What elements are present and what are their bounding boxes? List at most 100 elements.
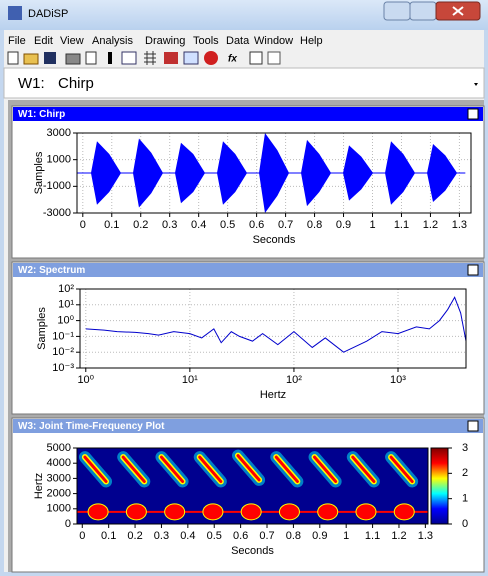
window-title: W3: Joint Time-Frequency Plot [18,421,165,432]
colorbar-tick-label: 0 [462,518,468,530]
y-axis-label: Samples [36,307,48,350]
menu-item[interactable]: View [60,35,84,47]
x-tick-label: 10⁰ [77,374,94,386]
open-icon[interactable] [24,54,38,64]
menu-item[interactable]: Window [254,35,293,47]
x-tick-label: 1.3 [418,530,433,542]
x-tick-label: 1.2 [423,219,438,231]
y-tick-label: 1000 [47,503,71,515]
app-title: DADiSP [28,8,68,20]
y-tick-label: 10² [58,283,74,295]
colorbar-tick-label: 3 [462,442,468,454]
y-tick-label: 10⁻² [52,346,74,358]
stop-icon[interactable] [204,51,218,65]
x-axis-label: Seconds [231,545,274,557]
menu-item[interactable]: Tools [193,35,219,47]
app-window: DADiSP File Edit View Analysis Drawing Tools D… [0,0,488,576]
burst [356,504,376,520]
x-tick-label: 0.3 [162,219,177,231]
window-maximize[interactable] [468,265,478,275]
selector-label: W1: [18,75,45,92]
y-tick-label: 10⁰ [57,315,74,327]
save-icon[interactable] [44,52,56,64]
colorbar [431,448,448,524]
preview-icon[interactable] [86,52,96,64]
app-icon [8,6,22,20]
y-tick-label: -1000 [43,180,71,192]
y-tick-label: 3000 [47,127,71,139]
window-title: W2: Spectrum [18,265,85,276]
burst [318,504,338,520]
window-maximize[interactable] [468,421,478,431]
edit-icon[interactable] [268,52,280,64]
new-icon[interactable] [8,52,18,64]
x-tick-label: 0.4 [191,219,206,231]
x-tick-label: 0.2 [127,530,142,542]
window-maximize[interactable] [468,109,478,119]
x-tick-label: 1 [369,219,375,231]
y-tick-label: 10⁻¹ [52,330,74,342]
burst [165,504,185,520]
x-tick-label: 1.2 [391,530,406,542]
menu-item[interactable]: Edit [34,35,53,47]
plot-window [12,262,484,414]
x-tick-label: 0.1 [104,219,119,231]
burst [88,504,108,520]
y-tick-label: 5000 [47,442,71,454]
x-tick-label: 0.9 [312,530,327,542]
x-tick-label: 0.1 [101,530,116,542]
x-tick-label: 0 [80,219,86,231]
x-tick-label: 0.9 [336,219,351,231]
colorbar-tick-label: 2 [462,467,468,479]
window-title: W1: Chirp [18,109,65,120]
menu-item[interactable]: Help [300,35,323,47]
x-tick-label: 0.3 [154,530,169,542]
x-tick-label: 1 [343,530,349,542]
x-tick-label: 1.1 [394,219,409,231]
x-tick-label: 0.6 [233,530,248,542]
burst [394,504,414,520]
y-tick-label: 2000 [47,488,71,500]
x-tick-label: 10³ [390,374,406,386]
fx-icon[interactable]: fx [228,54,237,65]
y-tick-label: 0 [65,518,71,530]
x-tick-label: 0.5 [207,530,222,542]
x-tick-label: 0.7 [278,219,293,231]
y-tick-label: 1000 [47,154,71,166]
x-tick-label: 10² [286,374,302,386]
y-axis-label: Samples [33,151,45,194]
chart-icon[interactable] [164,52,178,64]
x-tick-label: 0.4 [180,530,195,542]
menu-item[interactable]: Data [226,35,250,47]
burst [279,504,299,520]
selector-value: Chirp [58,75,94,92]
x-tick-label: 0.8 [307,219,322,231]
x-tick-label: 10¹ [182,374,198,386]
help-icon[interactable] [250,52,262,64]
burst [203,504,223,520]
menu-item[interactable]: Analysis [92,35,133,47]
x-tick-label: 0.8 [286,530,301,542]
draw-icon[interactable] [184,52,198,64]
x-tick-label: 0.7 [259,530,274,542]
x-tick-label: 1.3 [452,219,467,231]
y-tick-label: 10⁻³ [52,362,74,374]
print-icon[interactable] [66,54,80,64]
minimize-button[interactable] [384,2,410,20]
maximize-button[interactable] [410,2,436,20]
burst [241,504,261,520]
x-tick-label: 0.2 [133,219,148,231]
graph-icon[interactable] [122,52,136,64]
y-tick-label: -3000 [43,207,71,219]
info-icon[interactable] [108,52,112,64]
x-tick-label: 1.1 [365,530,380,542]
x-axis-label: Hertz [260,389,286,401]
y-tick-label: 3000 [47,472,71,484]
y-axis-label: Hertz [33,473,45,499]
window-title-bar [13,107,483,121]
x-tick-label: 0 [79,530,85,542]
menu-item[interactable]: Drawing [145,35,185,47]
menu-item[interactable]: File [8,35,26,47]
x-axis-label: Seconds [253,234,296,246]
x-tick-label: 0.5 [220,219,235,231]
